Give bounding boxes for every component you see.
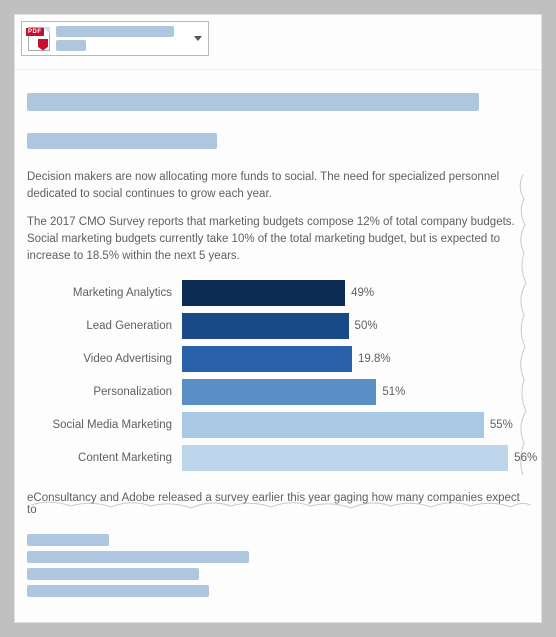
footer-line-1 xyxy=(27,534,109,546)
chart-bar xyxy=(182,346,352,372)
document-page: PDF Decision makers are now allocating m… xyxy=(14,14,542,623)
chart-value: 51% xyxy=(382,386,405,398)
pdf-icon: PDF xyxy=(28,27,50,51)
paragraph-3: eConsultancy and Adobe released a survey… xyxy=(27,492,529,516)
chart-track: 56% xyxy=(182,445,529,471)
chart-bar xyxy=(182,412,484,438)
chart-value: 50% xyxy=(355,320,378,332)
chart-value: 55% xyxy=(490,419,513,431)
chart-track: 50% xyxy=(182,313,529,339)
chart-row: Marketing Analytics 49% xyxy=(27,276,529,309)
chart-value: 56% xyxy=(514,452,537,464)
chart-row: Content Marketing56% xyxy=(27,441,529,474)
toolbar-title-placeholder xyxy=(56,26,174,51)
chevron-down-icon[interactable] xyxy=(194,36,202,41)
chart-label: Marketing Analytics xyxy=(27,287,182,299)
chart-track: 55% xyxy=(182,412,529,438)
chart-label: Content Marketing xyxy=(27,452,182,464)
toolbar-divider xyxy=(15,69,541,70)
footer-line-2 xyxy=(27,551,249,563)
chart-label: Video Advertising xyxy=(27,353,182,365)
chart-track: 49% xyxy=(182,280,529,306)
chart-bar xyxy=(182,445,508,471)
chart-track: 51% xyxy=(182,379,529,405)
chart-row: Video Advertising 19.8% xyxy=(27,342,529,375)
chart-row: Lead Generation 50% xyxy=(27,309,529,342)
budget-chart: Marketing Analytics 49% Lead Generation 50%… xyxy=(27,276,529,474)
paragraph-2: The 2017 CMO Survey reports that marketi… xyxy=(27,214,529,264)
chart-bar xyxy=(182,379,376,405)
chart-label: Personalization xyxy=(27,386,182,398)
subtitle-placeholder xyxy=(27,133,217,149)
chart-label: Lead Generation xyxy=(27,320,182,332)
pdf-toolbar[interactable]: PDF xyxy=(21,21,209,56)
chart-bar xyxy=(182,313,349,339)
chart-row: Social Media Marketing 55% xyxy=(27,408,529,441)
footer-placeholders xyxy=(27,534,529,597)
footer-line-3 xyxy=(27,568,199,580)
paragraph-1: Decision makers are now allocating more … xyxy=(27,169,529,202)
chart-row: Personalization 51% xyxy=(27,375,529,408)
footer-line-4 xyxy=(27,585,209,597)
document-content: Decision makers are now allocating more … xyxy=(27,93,529,597)
title-placeholder xyxy=(27,93,479,111)
chart-value: 49% xyxy=(351,287,374,299)
chart-value: 19.8% xyxy=(358,353,391,365)
chart-track: 19.8% xyxy=(182,346,529,372)
chart-bar xyxy=(182,280,345,306)
chart-label: Social Media Marketing xyxy=(27,419,182,431)
